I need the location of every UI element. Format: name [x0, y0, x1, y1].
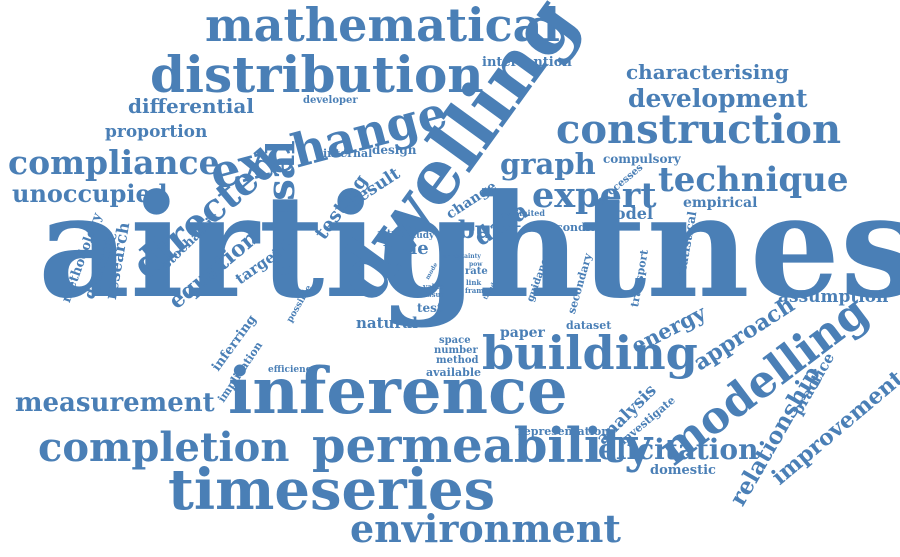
word-time: time	[383, 238, 429, 259]
word-model: model	[598, 204, 654, 223]
word-development: development	[628, 84, 808, 113]
word-natural: natural	[356, 314, 418, 332]
word-attma: attma	[377, 229, 407, 239]
word-intervention: intervention	[482, 55, 572, 70]
word-design: design	[372, 143, 417, 157]
word-graph: graph	[500, 147, 596, 181]
word-building: building	[482, 326, 698, 380]
word-differential: differential	[128, 94, 254, 118]
word-paper: paper	[500, 325, 545, 341]
word-compulsory: compulsory	[603, 152, 681, 166]
word-pow: pow	[469, 261, 483, 268]
word-empirical: empirical	[683, 195, 758, 211]
word-built: built	[458, 215, 522, 244]
word-airtightness: airtightness	[38, 164, 900, 330]
word-value: value	[423, 282, 444, 291]
word-inference: inference	[228, 354, 568, 429]
word-test: test	[417, 301, 443, 315]
word-number: number	[434, 345, 478, 356]
word-link: link	[466, 278, 482, 287]
word-completion: representation	[518, 425, 610, 438]
word-distribution: distribution	[150, 45, 484, 104]
word-construction: construction	[556, 106, 842, 153]
word-expert: expert	[532, 175, 657, 216]
word-environment: timeseries	[168, 457, 496, 523]
word-dataset: dataset	[566, 319, 612, 332]
word-improvement: environment	[350, 506, 621, 551]
word-internal: internal	[323, 147, 373, 160]
word-condition: condition	[556, 221, 615, 234]
word-domestic: elicitation	[598, 433, 759, 466]
word-proportion: proportion	[105, 122, 208, 142]
word-technique: technique	[658, 160, 849, 200]
word-characterising: characterising	[626, 60, 789, 84]
word-compliance: compliance	[8, 143, 220, 182]
word-elicitation: permeability	[312, 418, 653, 474]
word-method: method	[436, 355, 479, 366]
word-study: study	[407, 231, 435, 241]
word-efficiency: efficiency	[268, 365, 317, 375]
word-developer: developer	[303, 95, 358, 106]
word-space: space	[439, 335, 471, 346]
word-rate: rate	[465, 266, 488, 277]
word-available: available	[426, 366, 481, 379]
word-issue: issue	[425, 290, 446, 299]
word-limited: limited	[513, 208, 545, 218]
word-frame: frame	[465, 286, 489, 295]
word-mathematical: mathematical	[205, 0, 560, 52]
word-timeseries: domestic	[650, 463, 716, 478]
word-unoccupied: unoccupied	[12, 179, 168, 208]
word-measurement: measurement	[15, 388, 215, 418]
word-uncertainty: uncertainty	[442, 253, 481, 260]
word-permeability: completion	[38, 424, 290, 471]
word-assumption: assumption	[778, 287, 889, 307]
